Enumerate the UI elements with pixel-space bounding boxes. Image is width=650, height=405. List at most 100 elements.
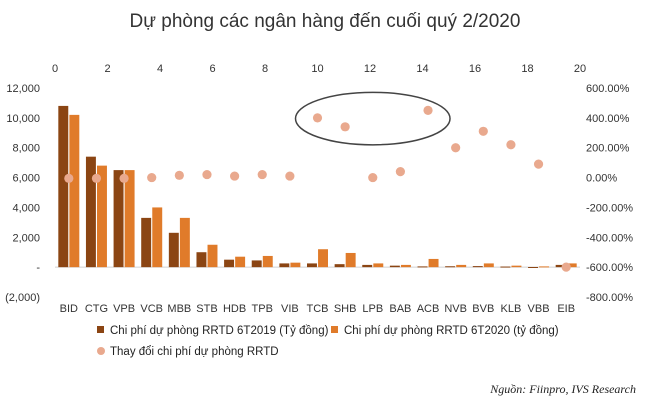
change-point [257,169,267,180]
bar-6t2020 [152,207,163,268]
category-label: KLB [501,303,522,315]
right-axis-tick-label: -200.00% [586,202,633,214]
legend-label-6t2020: Chi phí dự phòng RRTD 6T2020 (tỷ đồng) [344,325,559,337]
category-label: VBB [528,303,550,315]
bar-6t2019 [168,232,179,268]
change-point [230,171,240,181]
bar-6t2019 [307,263,317,268]
change-point [147,172,157,183]
right-axis-tick-label: 0.00% [586,173,617,185]
left-axis-tick-label: 8,000 [12,143,40,155]
legend-swatch-6t2019 [97,326,104,333]
category-label: VCB [140,303,163,315]
bar-6t2020 [235,256,246,268]
bar-6t2020 [456,264,467,268]
left-axis-tick-label: (2,000) [5,292,40,304]
change-point [202,169,212,180]
category-label: MBB [167,303,191,315]
right-axis-tick-label: -600.00% [586,262,633,274]
source-note: Nguồn: Fiinpro, IVS Research [489,382,636,396]
left-axis-tick-label: 2,000 [12,232,40,244]
change-point [285,171,295,181]
legend-label-change: Thay đổi chi phí dự phòng RRTD [110,346,279,358]
bar-6t2019 [389,265,400,268]
legend-swatch-6t2020 [331,326,338,333]
change-point [174,170,184,180]
bar-6t2020 [345,252,356,268]
category-label: TCB [307,303,329,315]
category-label: EIB [557,303,575,315]
bar-6t2020 [97,165,107,268]
top-axis-tick-label: 8 [262,63,268,75]
change-point [340,122,350,132]
change-point [506,140,516,150]
legend-label-6t2019: Chi phí dự phòng RRTD 6T2019 (Tỷ đồng) [110,325,329,337]
change-point [64,173,74,183]
bar-6t2020 [566,263,577,268]
bar-marks [58,105,577,268]
highlight-ellipse [294,91,451,146]
top-axis-tick-label: 0 [52,63,58,75]
change-point [423,105,433,115]
change-point [368,172,378,183]
category-label: LPB [362,303,383,315]
right-axis-tick-label: -800.00% [586,292,633,304]
change-point [119,173,129,183]
top-axis-tick-label: 4 [157,63,163,75]
bar-6t2019 [334,264,345,268]
legend: Chi phí dự phòng RRTD 6T2019 (Tỷ đồng) C… [97,325,559,358]
change-point [478,126,488,136]
top-axis-tick-label: 20 [574,63,586,75]
top-axis-tick-label: 14 [416,63,428,75]
category-label: HDB [223,303,246,315]
category-label: VIB [281,303,299,315]
category-label: SHB [334,303,357,315]
bar-6t2020 [124,170,135,268]
category-label: TPB [252,303,273,315]
bar-6t2019 [279,263,290,268]
legend-swatch-change [97,347,105,355]
bar-6t2019 [555,264,566,268]
left-axis-tick-label: 6,000 [12,173,40,185]
bar-6t2019 [85,156,96,268]
top-axis-tick-label: 12 [364,63,376,75]
category-label: NVB [444,303,467,315]
category-label: BVB [472,303,494,315]
bar-6t2019 [362,264,373,268]
change-point [395,167,405,177]
bar-6t2020 [262,255,273,268]
left-axis-tick-label: - [36,262,40,274]
right-axis-tick-label: 200.00% [586,143,630,155]
category-label: VPB [113,303,135,315]
change-point [561,262,571,272]
bar-6t2019 [196,252,207,268]
bar-6t2019 [445,266,456,268]
category-label: ACB [417,303,440,315]
change-point [533,159,544,169]
category-label: BAB [389,303,411,315]
left-axis-tick-label: 10,000 [6,113,40,125]
bar-6t2019 [58,105,69,268]
top-axis-tick-label: 10 [311,63,323,75]
change-point [312,113,323,123]
bar-6t2019 [417,266,428,268]
bar-6t2019 [224,259,235,268]
bar-6t2020 [318,249,328,268]
bar-6t2020 [428,258,439,268]
top-axis-tick-label: 16 [469,63,481,75]
category-labels: BID CTG VPB VCB MBB STB HDB TPB VIB TCB SHB LPB BAB A… [60,303,575,315]
category-label: BID [60,303,78,315]
scatter-marks [64,105,571,272]
bar-6t2020 [511,265,522,268]
bar-6t2019 [472,266,483,268]
change-point [91,173,102,183]
bar-6t2020 [179,217,190,268]
category-label: CTG [85,303,108,315]
bar-6t2020 [290,262,301,268]
bar-6t2019 [528,266,538,268]
right-axis-tick-label: 400.00% [586,113,630,125]
bar-6t2020 [207,244,218,268]
top-axis-tick-label: 6 [209,63,215,75]
top-axis-tick-label: 18 [521,63,533,75]
